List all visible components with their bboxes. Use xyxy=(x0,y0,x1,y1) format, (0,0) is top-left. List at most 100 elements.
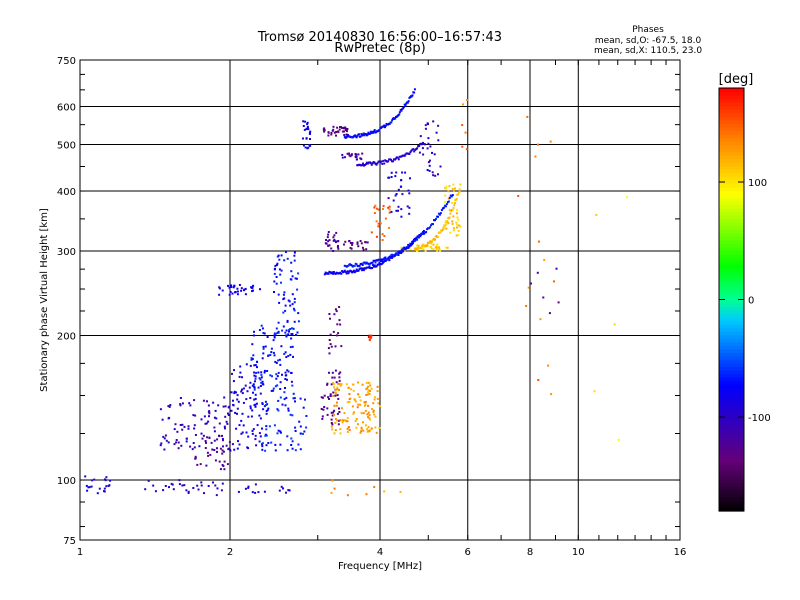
colorbar-tick-label: 0 xyxy=(748,296,754,307)
echo-point xyxy=(321,396,324,399)
echo-point xyxy=(435,217,437,220)
echo-point xyxy=(266,336,269,338)
echo-point xyxy=(248,386,251,389)
colorbar-band xyxy=(719,267,744,272)
echo-point xyxy=(330,133,333,136)
echo-point xyxy=(452,207,455,209)
colorbar-band xyxy=(719,486,744,491)
echo-point xyxy=(238,424,241,427)
echo-point xyxy=(422,243,425,246)
echo-point xyxy=(345,420,348,423)
y-tick-label: 75 xyxy=(63,536,76,547)
echo-point xyxy=(279,273,282,276)
echo-point xyxy=(223,468,226,471)
echo-point xyxy=(409,177,411,180)
echo-point xyxy=(542,296,545,299)
echo-point xyxy=(236,407,239,410)
echo-point xyxy=(349,155,352,158)
echo-point xyxy=(366,413,369,416)
echo-point xyxy=(355,268,358,271)
echo-point xyxy=(346,135,349,138)
echo-point xyxy=(388,176,391,179)
colorbar-band xyxy=(719,221,744,227)
echo-point xyxy=(406,205,409,208)
echo-point xyxy=(261,357,264,360)
echo-point xyxy=(109,479,112,482)
echo-point xyxy=(147,479,150,482)
echo-point xyxy=(292,355,294,358)
echo-point xyxy=(259,435,262,438)
echo-point xyxy=(373,413,376,416)
colorbar-band xyxy=(719,119,744,124)
echo-point xyxy=(219,447,222,450)
echo-point xyxy=(336,388,339,391)
echo-point xyxy=(245,431,248,434)
colorbar-band xyxy=(719,493,744,498)
echo-point xyxy=(265,428,268,431)
echo-point xyxy=(279,430,282,433)
colorbar-band xyxy=(719,489,744,494)
colorbar-band xyxy=(719,207,744,212)
echo-point xyxy=(353,398,356,401)
colorbar-band xyxy=(719,274,744,279)
echo-point xyxy=(283,291,286,294)
colorbar-band xyxy=(719,377,744,382)
echo-point xyxy=(362,429,365,432)
echo-point xyxy=(360,158,363,161)
echo-point xyxy=(380,160,383,163)
echo-point xyxy=(254,377,257,380)
echo-point xyxy=(260,376,263,379)
echo-point xyxy=(273,334,276,337)
echo-point xyxy=(216,447,218,450)
echo-point xyxy=(284,331,287,334)
echo-point xyxy=(160,442,163,445)
echo-point xyxy=(341,130,344,133)
echo-point xyxy=(241,388,243,391)
echo-point xyxy=(200,481,203,484)
echo-point xyxy=(224,427,226,430)
colorbar-band xyxy=(719,116,744,121)
echo-point xyxy=(373,486,376,488)
echo-point xyxy=(197,488,200,491)
echo-point xyxy=(266,403,269,406)
echo-point xyxy=(332,271,335,273)
echo-point xyxy=(378,258,381,261)
echo-point xyxy=(253,334,255,337)
colorbar-band xyxy=(719,370,744,375)
colorbar-band xyxy=(719,451,744,456)
echo-point xyxy=(352,269,355,272)
echo-point xyxy=(338,306,341,308)
echo-point xyxy=(387,197,390,200)
echo-point xyxy=(378,261,381,264)
echo-point xyxy=(234,291,236,294)
echo-point xyxy=(364,410,367,412)
echo-point xyxy=(297,443,300,446)
echo-point xyxy=(332,391,335,394)
echo-point xyxy=(233,390,236,393)
echo-point xyxy=(296,288,299,291)
echo-point xyxy=(179,404,182,407)
echo-point xyxy=(378,129,381,132)
echo-point xyxy=(418,151,421,154)
echo-point xyxy=(332,128,335,131)
echo-point xyxy=(286,449,289,452)
echo-point xyxy=(338,376,341,379)
echo-point xyxy=(351,243,354,246)
echo-point xyxy=(249,407,252,410)
echo-point xyxy=(189,445,192,448)
echo-point xyxy=(253,404,256,407)
echo-point xyxy=(365,248,368,251)
echo-point xyxy=(379,260,382,262)
colorbar-band xyxy=(719,158,744,163)
echo-point xyxy=(330,425,333,428)
echo-point xyxy=(410,95,413,98)
echo-point xyxy=(383,235,386,237)
echo-point xyxy=(249,397,252,399)
echo-point xyxy=(334,308,337,311)
echo-point xyxy=(291,327,293,330)
echo-point xyxy=(340,272,343,275)
y-tick-label: 100 xyxy=(57,476,76,487)
echo-point xyxy=(372,402,375,405)
echo-point xyxy=(225,420,228,423)
echo-point xyxy=(85,484,88,487)
